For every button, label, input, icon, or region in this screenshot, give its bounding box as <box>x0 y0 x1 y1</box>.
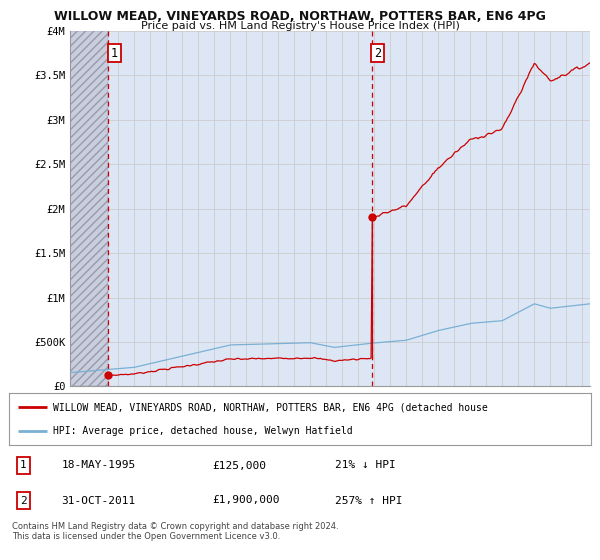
Text: £1,900,000: £1,900,000 <box>212 496 280 506</box>
Text: 31-OCT-2011: 31-OCT-2011 <box>61 496 136 506</box>
Text: 18-MAY-1995: 18-MAY-1995 <box>61 460 136 470</box>
Text: 21% ↓ HPI: 21% ↓ HPI <box>335 460 395 470</box>
Text: £125,000: £125,000 <box>212 460 266 470</box>
Bar <box>70 31 108 386</box>
Text: Contains HM Land Registry data © Crown copyright and database right 2024.
This d: Contains HM Land Registry data © Crown c… <box>12 522 338 542</box>
Text: 2: 2 <box>374 46 381 59</box>
Text: 1: 1 <box>20 460 27 470</box>
Text: WILLOW MEAD, VINEYARDS ROAD, NORTHAW, POTTERS BAR, EN6 4PG (detached house: WILLOW MEAD, VINEYARDS ROAD, NORTHAW, PO… <box>53 402 487 412</box>
Text: Price paid vs. HM Land Registry's House Price Index (HPI): Price paid vs. HM Land Registry's House … <box>140 21 460 31</box>
Text: WILLOW MEAD, VINEYARDS ROAD, NORTHAW, POTTERS BAR, EN6 4PG: WILLOW MEAD, VINEYARDS ROAD, NORTHAW, PO… <box>54 10 546 23</box>
Text: 1: 1 <box>110 46 118 59</box>
Text: HPI: Average price, detached house, Welwyn Hatfield: HPI: Average price, detached house, Welw… <box>53 426 352 436</box>
Text: 257% ↑ HPI: 257% ↑ HPI <box>335 496 403 506</box>
Text: 2: 2 <box>20 496 27 506</box>
